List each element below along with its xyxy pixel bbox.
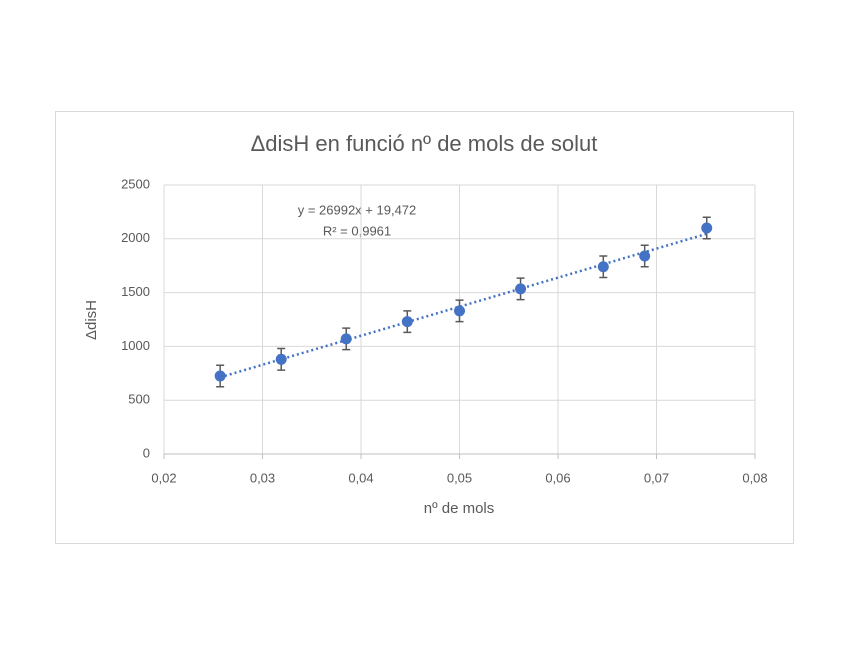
trendline-r2: R² = 0,9961 xyxy=(323,223,391,238)
x-tick-label: 0,02 xyxy=(151,470,176,485)
data-point xyxy=(701,222,713,234)
x-tick-label: 0,04 xyxy=(348,470,373,485)
x-tick-label: 0,05 xyxy=(447,470,472,485)
x-tick-label: 0,08 xyxy=(742,470,767,485)
data-point xyxy=(275,353,287,365)
chart-frame xyxy=(55,111,794,544)
y-tick-label: 2500 xyxy=(121,176,150,191)
x-tick-label: 0,07 xyxy=(644,470,669,485)
y-axis-title: ΔdisH xyxy=(83,300,100,340)
y-tick-label: 1000 xyxy=(121,338,150,353)
y-tick-label: 0 xyxy=(143,445,150,460)
x-tick-label: 0,03 xyxy=(250,470,275,485)
y-tick-label: 2000 xyxy=(121,230,150,245)
x-axis-title: nº de mols xyxy=(424,500,495,517)
data-point xyxy=(214,370,226,382)
data-point xyxy=(340,333,352,345)
data-point xyxy=(597,261,609,273)
data-point xyxy=(639,250,651,262)
data-point xyxy=(454,305,465,317)
trendline-equation: y = 26992x + 19,472 xyxy=(298,202,417,217)
y-tick-label: 1500 xyxy=(121,284,150,299)
data-point xyxy=(515,283,527,295)
x-tick-label: 0,06 xyxy=(545,470,570,485)
chart-title: ΔdisH en funció nº de mols de solut xyxy=(251,131,598,156)
y-tick-label: 500 xyxy=(128,392,150,407)
data-point xyxy=(401,316,413,328)
